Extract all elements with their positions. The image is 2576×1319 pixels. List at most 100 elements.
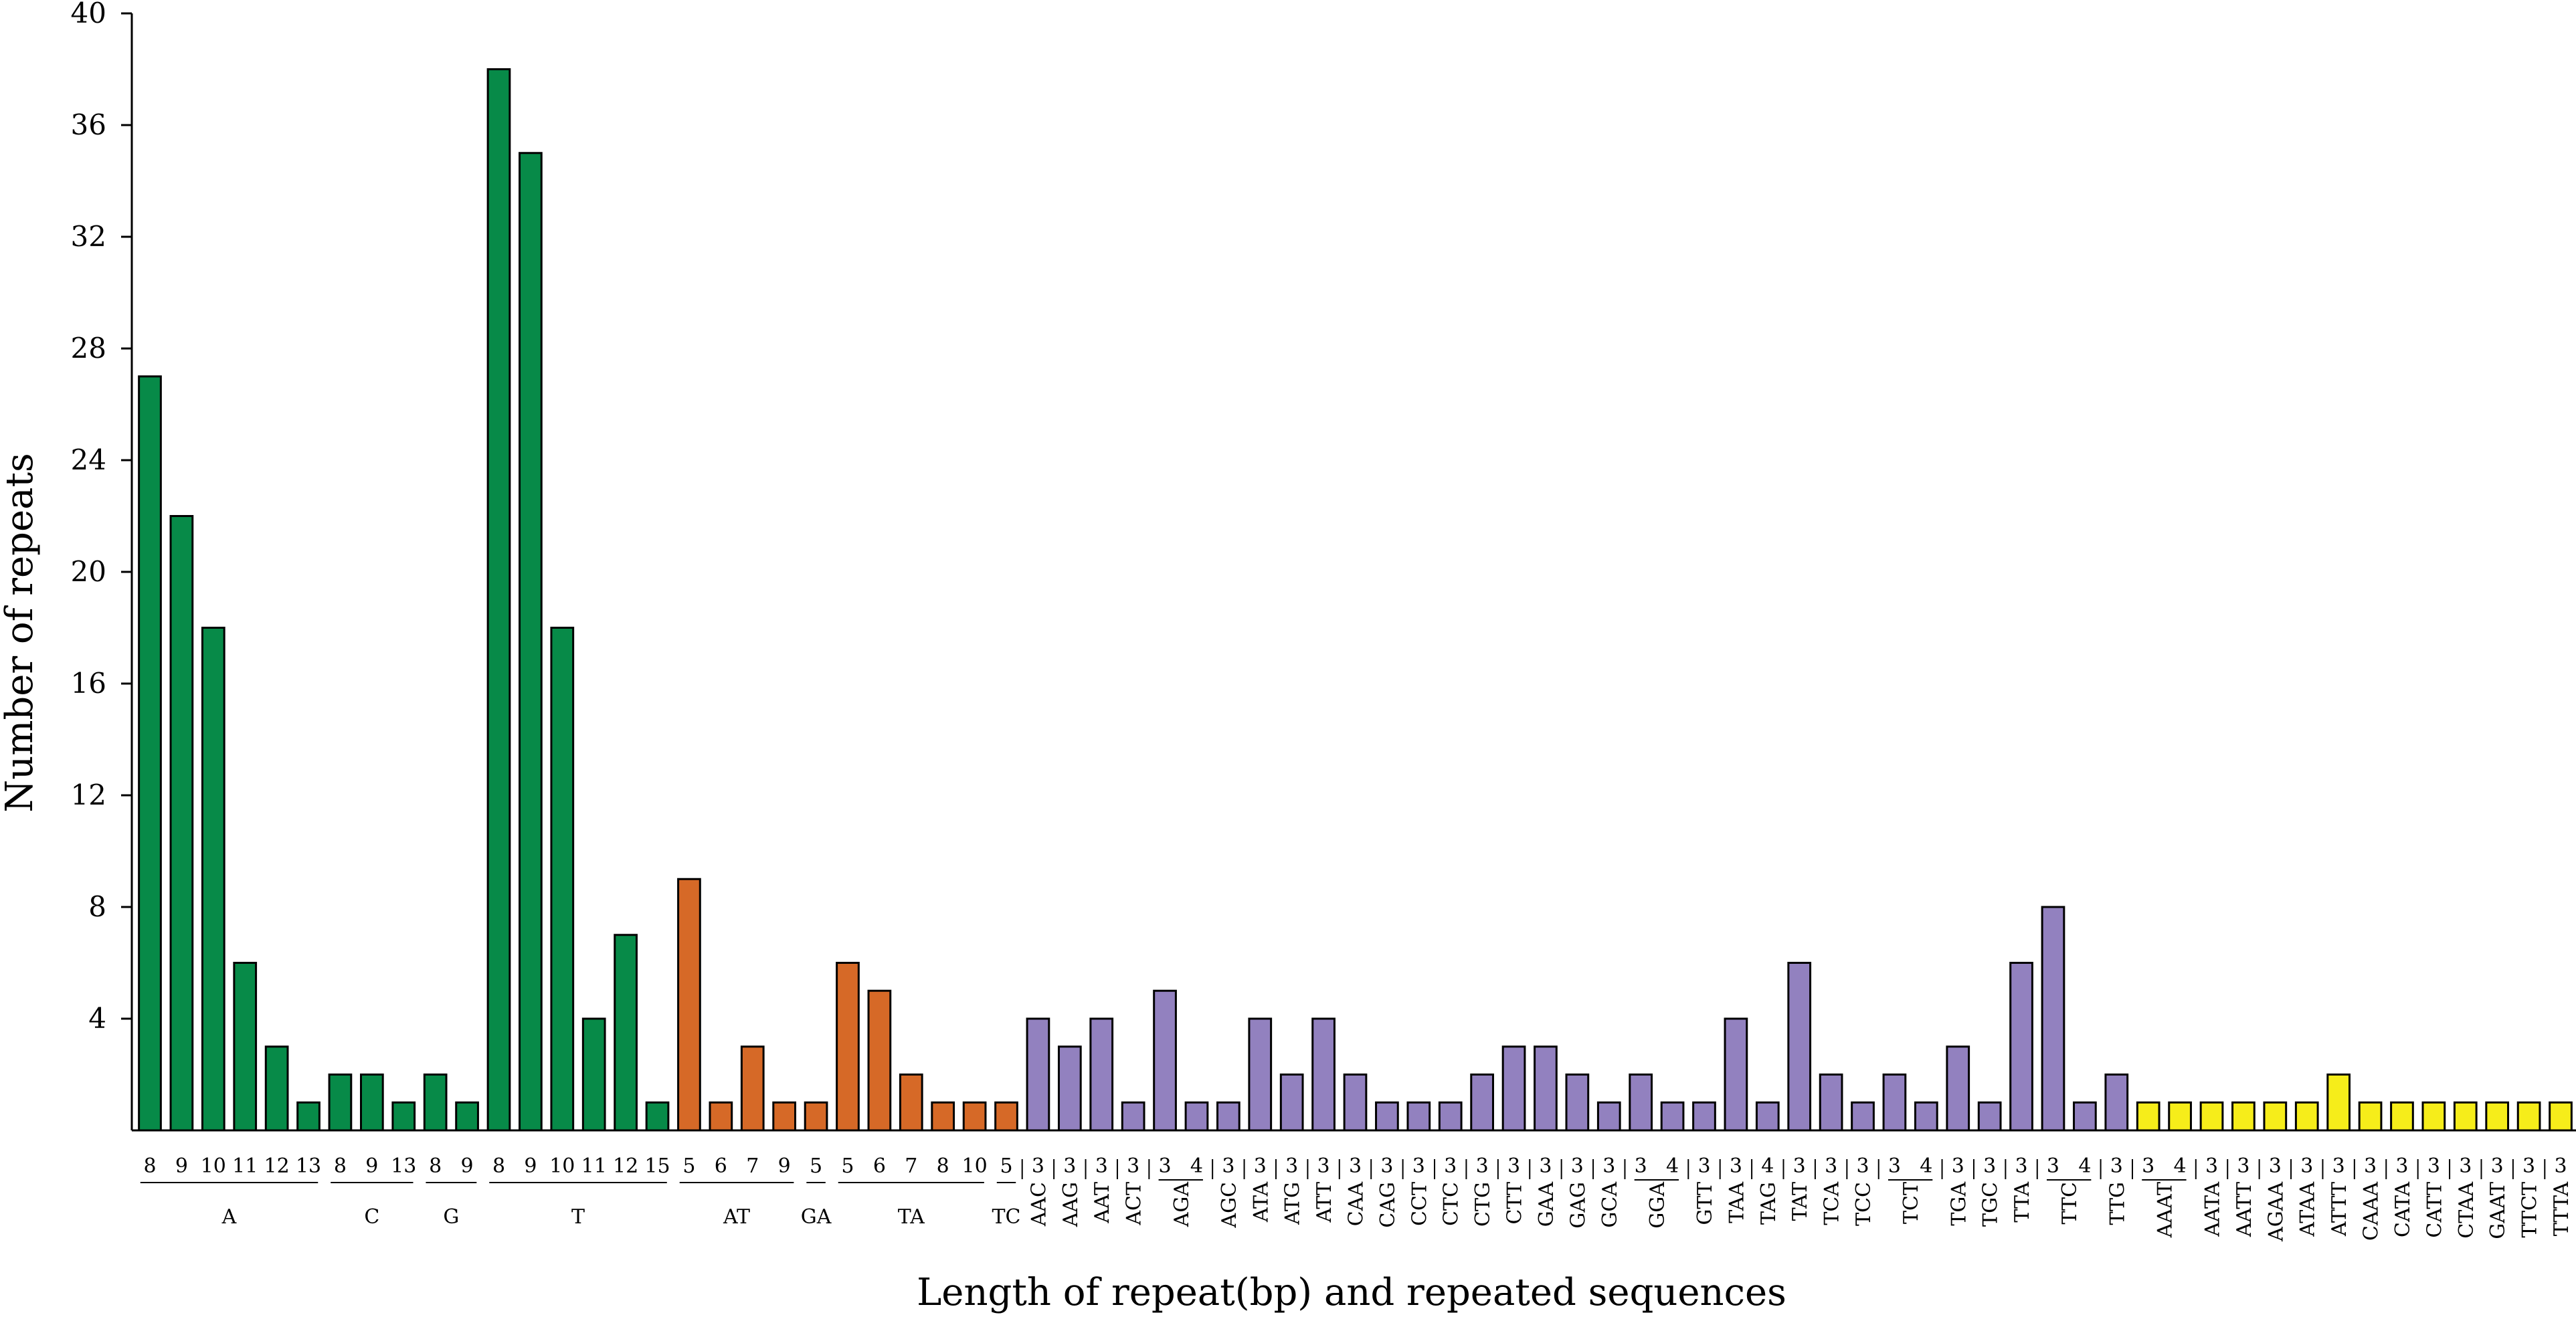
bar-length-label: 5 — [682, 1154, 695, 1178]
bar-ta-6 — [867, 989, 892, 1132]
group-label: GAA — [1535, 1182, 1558, 1227]
group-label: GAAT — [2486, 1182, 2510, 1239]
bar-length-label: 5 — [1000, 1154, 1012, 1178]
group-label: AAC — [1027, 1182, 1050, 1227]
bar-length-label: 3 — [2142, 1154, 2154, 1178]
bar-ta-5 — [836, 962, 860, 1132]
bar-length-label: 3 — [1159, 1154, 1172, 1178]
bar-atg-3 — [1279, 1074, 1304, 1132]
y-axis-title: Number of repeats — [0, 453, 41, 813]
group-label: TAA — [1725, 1182, 1748, 1223]
bar-length-label: 3 — [2522, 1154, 2535, 1178]
bar-length-label: 3 — [1222, 1154, 1234, 1178]
group-label: AAT — [1091, 1182, 1114, 1224]
bar-length-label: 3 — [2491, 1154, 2504, 1178]
group-label: TTC — [2058, 1182, 2082, 1225]
bar-tca-3 — [1819, 1074, 1843, 1132]
bar-length-label: 8 — [492, 1154, 505, 1178]
group-label: GA — [801, 1205, 832, 1229]
bar-a-11 — [233, 962, 258, 1132]
bar-at-9 — [772, 1101, 797, 1132]
bar-tga-3 — [1946, 1045, 1970, 1132]
bar-length-label: 10 — [201, 1154, 226, 1178]
bar-ta-10 — [962, 1101, 987, 1132]
bar-at-5 — [677, 878, 701, 1132]
bar-length-label: 3 — [1888, 1154, 1901, 1178]
bar-length-label: 10 — [549, 1154, 575, 1178]
bar-g-9 — [455, 1101, 479, 1132]
bar-t-9 — [519, 152, 543, 1132]
bar-length-label: 9 — [175, 1154, 188, 1178]
bar-at-7 — [740, 1045, 765, 1132]
bar-tgc-3 — [1977, 1101, 2002, 1132]
group-label: AGC — [1218, 1182, 1241, 1229]
bar-tc-5 — [994, 1101, 1018, 1132]
group-label: AGAA — [2264, 1182, 2288, 1242]
bar-c-8 — [328, 1074, 353, 1132]
y-tick-label: 20 — [71, 555, 106, 588]
bar-length-label: 3 — [1507, 1154, 1520, 1178]
bar-taa-3 — [1724, 1017, 1748, 1132]
bar-tag-4 — [1755, 1101, 1780, 1132]
bar-length-label: 4 — [1920, 1154, 1932, 1178]
group-label: AT — [723, 1205, 750, 1229]
bar-length-label: 13 — [391, 1154, 416, 1178]
bar-aac-3 — [1026, 1017, 1050, 1132]
bar-a-10 — [201, 627, 225, 1132]
bar-length-label: 3 — [1412, 1154, 1425, 1178]
bar-tat-3 — [1787, 962, 1812, 1132]
bar-gtt-3 — [1692, 1101, 1716, 1132]
bar-ctaa-3 — [2453, 1101, 2478, 1132]
group-label: GAG — [1566, 1182, 1590, 1229]
bar-agc-3 — [1216, 1101, 1240, 1132]
bar-aatt-3 — [2231, 1101, 2256, 1132]
group-label: TAT — [1788, 1182, 1812, 1221]
y-tick-label: 12 — [71, 779, 106, 811]
group-label: AAG — [1059, 1182, 1083, 1227]
bar-gga-3 — [1629, 1074, 1653, 1132]
bar-cct-3 — [1406, 1101, 1431, 1132]
bar-aga-4 — [1184, 1101, 1209, 1132]
bar-ttc-4 — [2073, 1101, 2097, 1132]
group-label: CTG — [1471, 1182, 1495, 1227]
bar-length-label: 3 — [2110, 1154, 2123, 1178]
group-label: AATA — [2201, 1182, 2225, 1237]
group-label: AATT — [2233, 1182, 2256, 1237]
bar-tta-3 — [2009, 962, 2033, 1132]
bar-gaat-3 — [2485, 1101, 2510, 1132]
bar-length-label: 15 — [644, 1154, 670, 1178]
bar-length-label: 3 — [1254, 1154, 1267, 1178]
bar-length-label: 4 — [1666, 1154, 1679, 1178]
bar-length-label: 3 — [2364, 1154, 2377, 1178]
bar-aata-3 — [2199, 1101, 2224, 1132]
y-axis: 4 8 12 16 20 24 28 32 36 40 — [71, 0, 2576, 1132]
bar-length-label: 4 — [2174, 1154, 2187, 1178]
group-label: GCA — [1598, 1182, 1622, 1228]
bars — [138, 68, 2573, 1132]
bar-length-label: 3 — [2269, 1154, 2282, 1178]
group-label: TTTA — [2550, 1182, 2573, 1237]
group-label: ATT — [1313, 1182, 1336, 1223]
bar-a-13 — [296, 1101, 320, 1132]
bar-length-label: 4 — [1190, 1154, 1203, 1178]
bar-length-label: 12 — [264, 1154, 290, 1178]
group-label: ATAA — [2296, 1182, 2320, 1237]
y-tick-label: 36 — [71, 108, 106, 141]
bar-c-9 — [359, 1074, 384, 1132]
group-label: A — [221, 1205, 237, 1229]
y-tick-label: 24 — [71, 443, 106, 476]
bar-length-label: 3 — [1825, 1154, 1837, 1178]
group-label: TCA — [1821, 1182, 1844, 1225]
y-tick-label: 28 — [71, 332, 106, 365]
bar-length-label: 9 — [778, 1154, 791, 1178]
group-label: CTT — [1503, 1182, 1527, 1225]
bar-ttg-3 — [2104, 1074, 2129, 1132]
bar-a-9 — [169, 515, 194, 1132]
group-label: CATT — [2423, 1182, 2446, 1238]
group-label: CTC — [1440, 1182, 1463, 1226]
bar-aaat-3 — [2136, 1101, 2160, 1132]
group-label: TA — [898, 1205, 925, 1229]
group-label: ACT — [1123, 1182, 1146, 1226]
bar-length-label: 5 — [810, 1154, 822, 1178]
